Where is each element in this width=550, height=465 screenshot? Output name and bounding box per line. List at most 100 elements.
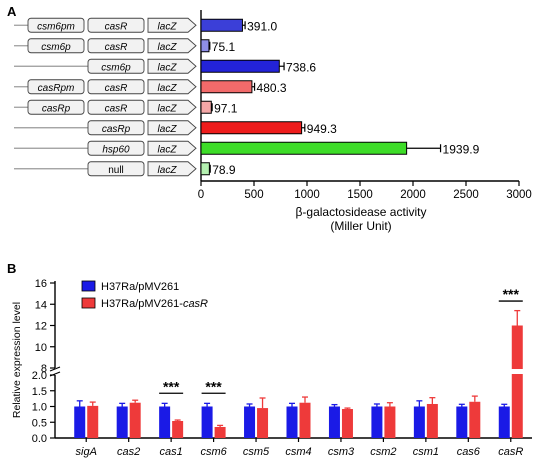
data-label: 391.0 [247, 19, 277, 33]
construct-element-label: casRp [102, 124, 131, 135]
construct-element-label: casRp [42, 103, 71, 114]
data-label: 75.1 [212, 40, 236, 54]
construct-element-label: csm6p [41, 42, 71, 53]
bar [200, 162, 210, 176]
x-tick-label: csm5 [243, 446, 270, 458]
bar [200, 121, 303, 135]
legend-swatch-1 [81, 280, 96, 292]
construct-element-label: casR [105, 21, 128, 32]
bar [200, 80, 253, 94]
legend-label-2-gene: casR [183, 298, 208, 310]
construct-element-label: hsp60 [102, 144, 130, 155]
lacz-label: lacZ [158, 144, 178, 155]
x-axis-unit: (Miller Unit) [330, 219, 391, 233]
bar [159, 406, 171, 438]
bar [299, 402, 311, 438]
x-tick-label: 3000 [506, 189, 532, 201]
construct-element-box [87, 120, 145, 136]
construct-element-box [87, 140, 145, 156]
data-label: 949.3 [307, 122, 337, 136]
y-tick-label: 1.5 [32, 386, 47, 398]
panel-label-a: A [7, 4, 17, 19]
lacz-label: lacZ [158, 83, 178, 94]
bar [413, 406, 425, 438]
y-tick-label: 16 [35, 278, 47, 290]
bar [200, 39, 210, 53]
y-tick-label: 14 [35, 299, 47, 311]
bar [214, 426, 226, 438]
x-tick-label: sigA [76, 446, 97, 458]
construct-element-label: casR [105, 42, 128, 53]
construct-element-label: csm6p [101, 62, 131, 73]
bar [257, 408, 269, 438]
y-tick-label: 0.5 [32, 417, 47, 429]
bar [328, 406, 340, 438]
lacz-arrow [147, 79, 197, 95]
construct-element-box [87, 17, 145, 33]
bar [384, 406, 396, 438]
x-tick-label: 0 [198, 189, 204, 201]
bar [371, 406, 383, 438]
y-tick-label: 12 [35, 321, 47, 333]
y-tick-label: 10 [35, 342, 47, 354]
construct-element-box [27, 79, 85, 95]
bar [200, 59, 280, 73]
lacz-arrow [147, 38, 197, 54]
lacz-arrow [147, 161, 197, 177]
bar [172, 420, 184, 438]
x-tick-label: csm3 [328, 446, 355, 458]
bar [201, 406, 213, 438]
bar [456, 406, 468, 438]
bar [426, 403, 438, 438]
data-label: 97.1 [214, 101, 238, 115]
lacz-label: lacZ [158, 62, 178, 73]
bar [200, 100, 212, 114]
lacz-label: lacZ [158, 165, 178, 176]
x-tick-label: cas2 [117, 446, 140, 458]
lacz-label: lacZ [158, 42, 178, 53]
construct-element-box [87, 99, 145, 115]
y-tick-label: 1.0 [32, 402, 47, 414]
data-label: 480.3 [257, 81, 287, 95]
y-axis-label: Relative expression level [11, 302, 23, 418]
y-tick-label: 8 [41, 363, 47, 375]
legend-label-2: H37Ra/pMV261-casR [101, 298, 208, 310]
bar [511, 325, 523, 438]
y-tick-label: 0.0 [32, 433, 47, 445]
construct-element-box [87, 79, 145, 95]
construct-element-box [27, 99, 85, 115]
bar [74, 406, 86, 438]
axis-break-mark [49, 366, 61, 372]
bar [87, 405, 99, 438]
construct-element-box [27, 38, 85, 54]
lacz-label: lacZ [158, 124, 178, 135]
bar [200, 18, 243, 32]
x-tick-label: 1500 [347, 189, 373, 201]
construct-element-label: null [108, 165, 124, 176]
lacz-label: lacZ [158, 21, 178, 32]
panel-b-chart: 8 10 12 14 16 0.0 0.5 1.0 1.5 2.0 Relative express… [11, 278, 532, 458]
lacz-arrow [147, 99, 197, 115]
x-tick-label: 2000 [400, 189, 426, 201]
construct-element-label: casR [105, 103, 128, 114]
bar [469, 401, 481, 438]
construct-element-box [87, 58, 145, 74]
construct-element-box [27, 17, 85, 33]
x-tick-label: 1000 [294, 189, 320, 201]
lacz-arrow [147, 140, 197, 156]
data-label: 78.9 [212, 163, 236, 177]
bar [286, 406, 298, 438]
x-axis-label: β-galactosidease activity [296, 205, 427, 219]
x-tick-label: casR [498, 446, 523, 458]
construct-element-label: casRpm [38, 83, 75, 94]
bar [498, 406, 510, 438]
construct-element-label: csm6pm [37, 21, 75, 32]
panel-a-chart: 0 500 1000 1500 2000 2500 3000 β-galactosidease… [14, 10, 532, 233]
x-tick-label: 500 [244, 189, 263, 201]
data-label: 738.6 [286, 60, 316, 74]
legend-swatch-2 [81, 297, 96, 309]
lacz-arrow [147, 17, 197, 33]
data-label: 1939.9 [443, 142, 480, 156]
lacz-arrow [147, 120, 197, 136]
